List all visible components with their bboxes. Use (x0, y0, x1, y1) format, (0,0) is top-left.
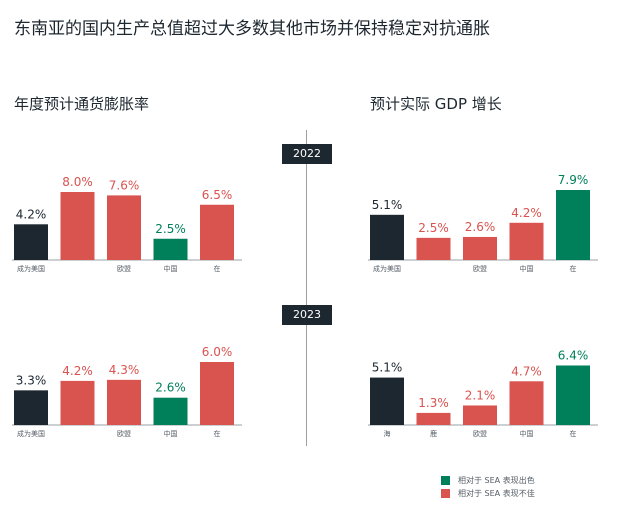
category-label-0: 成为美国 (17, 264, 45, 273)
category-label-2: 欧盟 (473, 264, 487, 273)
bar-0 (370, 214, 404, 260)
year-badge-2022: 2022 (282, 144, 332, 164)
category-label-3: 中国 (520, 429, 534, 438)
data-label-4: 6.0% (202, 345, 233, 359)
legend-label-outperform: 相对于 SEA 表现出色 (458, 476, 535, 485)
category-label-4: 在 (214, 264, 221, 273)
bar-1 (60, 380, 95, 425)
data-label-3: 2.5% (155, 222, 186, 236)
data-label-4: 6.4% (558, 348, 589, 362)
data-label-4: 7.9% (558, 173, 589, 187)
bar-3 (153, 238, 188, 260)
year-badge-2023: 2023 (282, 305, 332, 325)
data-label-0: 3.3% (16, 373, 47, 387)
gdp-section-title: 预计实际 GDP 增长 (370, 95, 502, 113)
bar-1 (416, 237, 451, 260)
category-label-4: 在 (570, 429, 577, 438)
category-label-0: 成为美国 (373, 264, 401, 273)
category-label-4: 在 (570, 264, 577, 273)
bar-3 (509, 381, 544, 425)
page-title: 东南亚的国内生产总值超过大多数其他市场并保持稳定对抗通胀 (14, 19, 490, 39)
category-label-0: 成为美国 (17, 429, 45, 438)
data-label-2: 7.6% (109, 178, 140, 192)
bar-0 (14, 224, 48, 260)
legend-item-underperform: 相对于 SEA 表现不佳 (441, 488, 535, 499)
data-label-1: 4.2% (62, 364, 93, 378)
bar-2 (107, 195, 141, 260)
inflation-section-title: 年度预计通货膨胀率 (14, 95, 150, 113)
data-label-2: 2.6% (465, 220, 496, 234)
category-label-0: 海 (384, 429, 391, 438)
data-label-3: 2.6% (155, 381, 186, 395)
category-label-4: 在 (214, 429, 221, 438)
category-label-2: 欧盟 (117, 429, 131, 438)
bar-1 (416, 412, 451, 425)
data-label-1: 1.3% (418, 396, 449, 410)
category-label-3: 中国 (520, 264, 534, 273)
bar-4 (200, 204, 234, 260)
data-label-3: 4.2% (511, 206, 542, 220)
center-divider (306, 130, 307, 446)
category-label-1: 鹿 (430, 429, 437, 438)
data-label-1: 2.5% (418, 221, 449, 235)
data-label-0: 5.1% (372, 361, 403, 375)
data-label-2: 4.3% (109, 363, 140, 377)
bar-3 (153, 397, 188, 425)
data-label-3: 4.7% (511, 364, 542, 378)
legend-label-underperform: 相对于 SEA 表现不佳 (458, 489, 535, 498)
bar-2 (463, 405, 497, 425)
bar-4 (556, 365, 590, 425)
data-label-4: 6.5% (202, 188, 233, 202)
legend-swatch-red (441, 489, 450, 498)
bar-0 (370, 377, 404, 425)
data-label-1: 8.0% (62, 175, 93, 189)
bar-4 (200, 362, 234, 425)
legend-item-outperform: 相对于 SEA 表现出色 (441, 475, 535, 486)
bar-1 (60, 192, 95, 260)
legend-swatch-green (441, 476, 450, 485)
category-label-3: 中国 (164, 429, 178, 438)
bar-3 (509, 222, 544, 260)
data-label-0: 5.1% (372, 198, 403, 212)
data-label-0: 4.2% (16, 207, 47, 221)
category-label-3: 中国 (164, 264, 178, 273)
bar-4 (556, 190, 590, 260)
bar-2 (107, 379, 141, 425)
bar-2 (463, 236, 497, 260)
category-label-2: 欧盟 (117, 264, 131, 273)
bar-0 (14, 390, 48, 425)
category-label-2: 欧盟 (473, 429, 487, 438)
data-label-2: 2.1% (465, 388, 496, 402)
